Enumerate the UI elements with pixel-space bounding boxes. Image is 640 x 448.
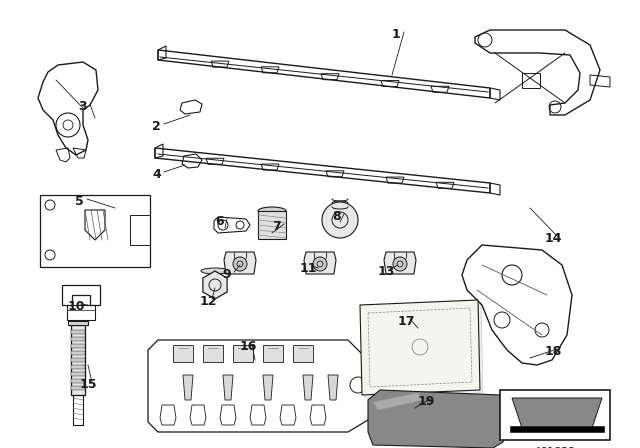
Text: 15: 15 [80, 378, 97, 391]
Polygon shape [263, 375, 273, 400]
Circle shape [322, 202, 358, 238]
Text: 2: 2 [152, 120, 161, 133]
Polygon shape [304, 252, 336, 274]
Circle shape [233, 257, 247, 271]
Polygon shape [223, 375, 233, 400]
Ellipse shape [201, 268, 229, 274]
Polygon shape [512, 398, 602, 428]
Polygon shape [263, 345, 283, 362]
Text: 4: 4 [152, 168, 161, 181]
Text: 10: 10 [68, 300, 86, 313]
Polygon shape [303, 375, 313, 400]
Ellipse shape [258, 207, 286, 215]
Polygon shape [203, 271, 227, 299]
Bar [71, 325, 85, 395]
Polygon shape [71, 365, 85, 369]
Polygon shape [71, 372, 85, 376]
Text: 8: 8 [332, 210, 340, 223]
Text: 16: 16 [240, 340, 257, 353]
Polygon shape [224, 252, 256, 274]
Polygon shape [71, 351, 85, 355]
Polygon shape [71, 330, 85, 334]
Polygon shape [363, 303, 483, 398]
Polygon shape [384, 252, 416, 274]
Text: 14: 14 [545, 232, 563, 245]
Polygon shape [373, 393, 423, 410]
Text: 17: 17 [398, 315, 415, 328]
Bar [73, 395, 83, 425]
Text: 18: 18 [545, 345, 563, 358]
Circle shape [313, 257, 327, 271]
Circle shape [393, 257, 407, 271]
Text: 7: 7 [272, 220, 281, 233]
Polygon shape [71, 358, 85, 362]
Bar [500, 390, 610, 440]
Text: 461832: 461832 [534, 447, 576, 448]
Text: 1: 1 [392, 28, 401, 41]
Text: 19: 19 [418, 395, 435, 408]
Polygon shape [71, 379, 85, 383]
Polygon shape [71, 386, 85, 390]
Polygon shape [71, 344, 85, 348]
Text: 5: 5 [75, 195, 84, 208]
Polygon shape [183, 375, 193, 400]
Polygon shape [203, 345, 223, 362]
Polygon shape [293, 345, 313, 362]
Polygon shape [510, 426, 604, 432]
Bar [522, 73, 540, 88]
Polygon shape [71, 337, 85, 341]
Text: 11: 11 [300, 262, 317, 275]
Text: 6: 6 [215, 215, 223, 228]
Polygon shape [258, 211, 286, 239]
Text: 13: 13 [378, 265, 396, 278]
Polygon shape [68, 321, 88, 325]
Polygon shape [233, 345, 253, 362]
Polygon shape [360, 300, 480, 395]
Bar [67, 305, 95, 320]
Polygon shape [368, 390, 508, 448]
Text: 9: 9 [222, 268, 230, 281]
Text: 12: 12 [200, 295, 218, 308]
Text: 3: 3 [78, 100, 86, 113]
Polygon shape [328, 375, 338, 400]
Polygon shape [173, 345, 193, 362]
